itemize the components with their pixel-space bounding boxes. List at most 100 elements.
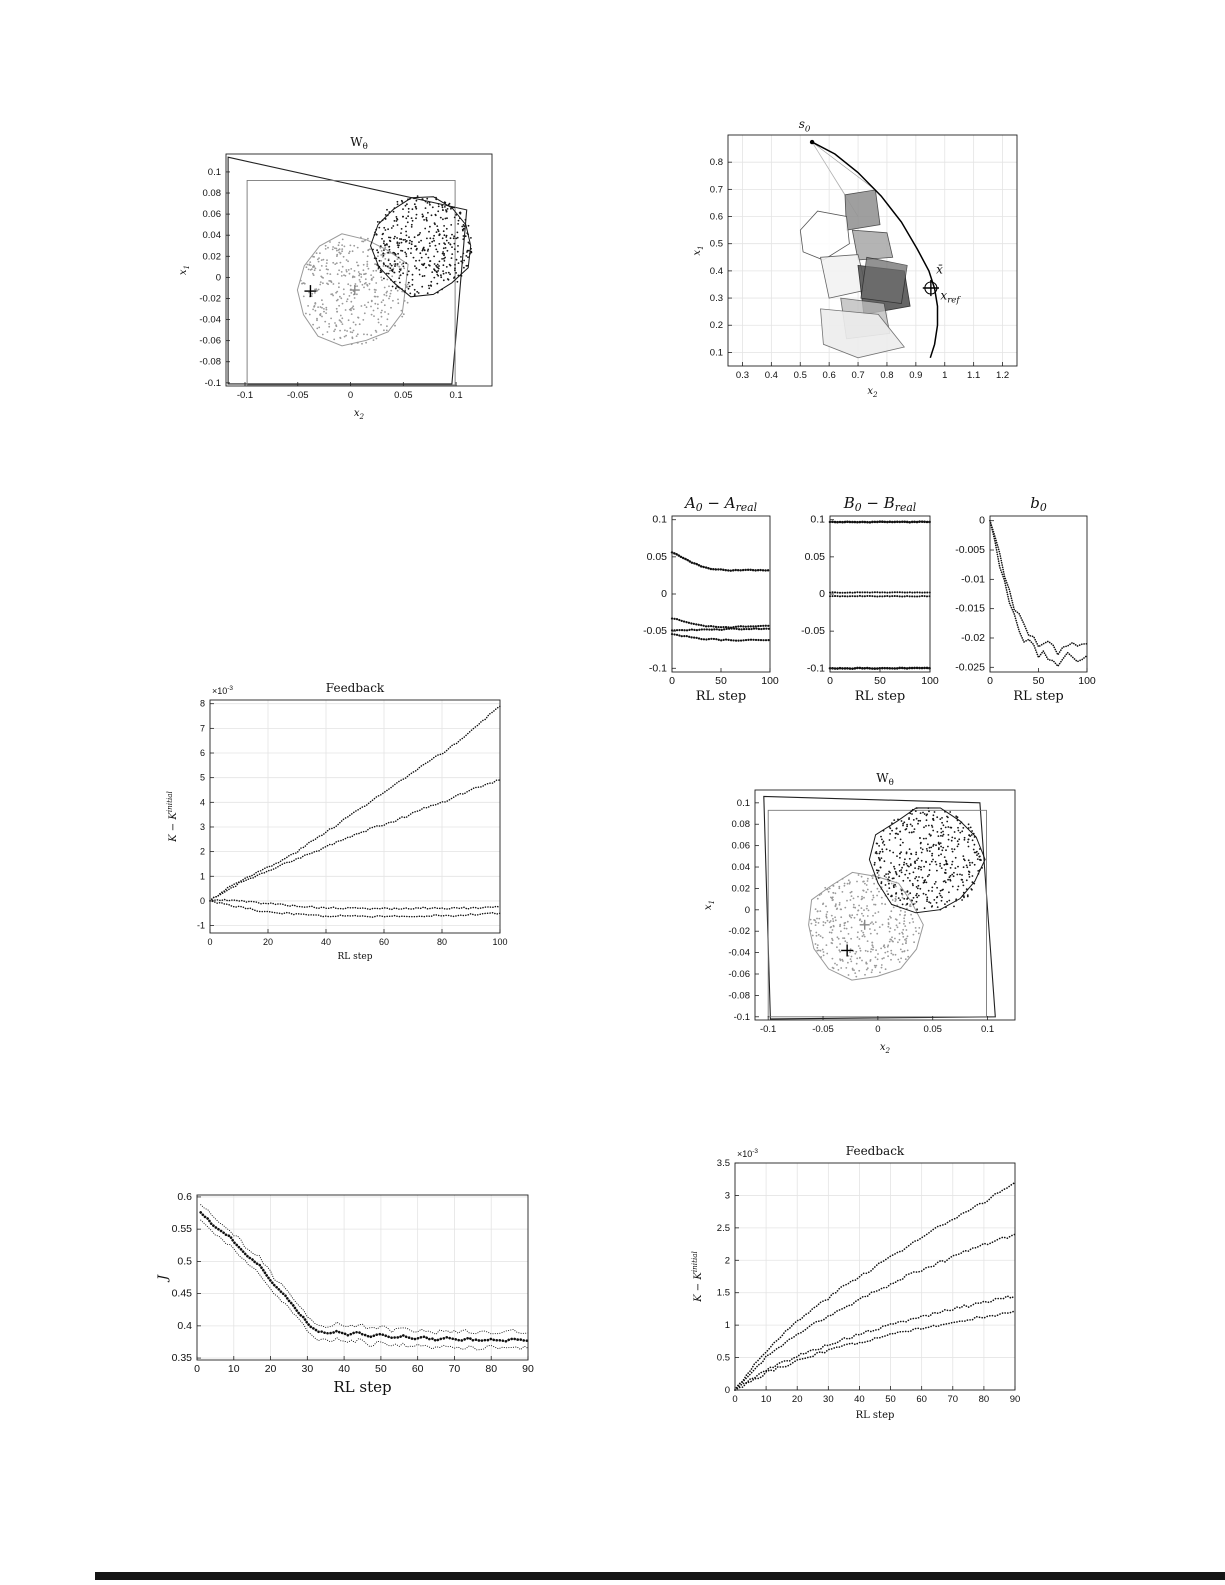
svg-text:-1: -1 — [197, 921, 205, 931]
svg-text:0: 0 — [875, 1024, 880, 1035]
svg-text:0: 0 — [987, 675, 993, 687]
svg-text:0.08: 0.08 — [732, 819, 751, 830]
svg-text:50: 50 — [1033, 675, 1045, 687]
svg-text:-0.1: -0.1 — [760, 1024, 776, 1035]
svg-text:×10-3: ×10-3 — [212, 685, 233, 696]
svg-text:100: 100 — [921, 675, 939, 687]
svg-text:-0.1: -0.1 — [734, 1012, 750, 1023]
svg-text:-0.1: -0.1 — [649, 662, 667, 674]
svg-text:0.8: 0.8 — [710, 157, 723, 168]
svg-text:-0.06: -0.06 — [728, 969, 750, 980]
svg-text:-0.04: -0.04 — [199, 315, 221, 326]
svg-text:0.6: 0.6 — [177, 1191, 192, 1203]
svg-text:0.55: 0.55 — [172, 1223, 193, 1235]
svg-text:7: 7 — [200, 723, 205, 733]
figure-phase-trajectory: 0.3 0.4 0.5 0.6 0.7 0.8 0.9 1 1.1 1.2 0.1 0.2 0.3 0.4… — [688, 100, 1043, 405]
svg-text:0: 0 — [732, 1394, 737, 1405]
svg-text:RL step: RL step — [855, 689, 905, 704]
svg-text:0.1: 0.1 — [981, 1024, 994, 1035]
svg-text:20: 20 — [263, 937, 273, 947]
svg-text:70: 70 — [947, 1394, 958, 1405]
svg-text:0.06: 0.06 — [732, 841, 751, 852]
svg-text:Wθ: Wθ — [350, 135, 368, 152]
svg-text:-0.1: -0.1 — [237, 390, 253, 401]
svg-text:RL step: RL step — [338, 952, 373, 962]
svg-text:50: 50 — [874, 675, 886, 687]
svg-text:1.1: 1.1 — [967, 370, 980, 381]
svg-text:-0.01: -0.01 — [961, 573, 985, 585]
svg-text:-0.005: -0.005 — [955, 544, 985, 556]
svg-text:-0.08: -0.08 — [199, 357, 221, 368]
svg-text:x1: x1 — [178, 265, 191, 275]
svg-text:0: 0 — [745, 905, 750, 916]
svg-text:0.4: 0.4 — [177, 1320, 192, 1332]
svg-text:40: 40 — [854, 1394, 865, 1405]
svg-text:0.06: 0.06 — [203, 209, 222, 220]
svg-text:0.4: 0.4 — [710, 266, 723, 277]
svg-text:B0 − Breal: B0 − Breal — [843, 494, 917, 514]
svg-text:40: 40 — [338, 1363, 350, 1375]
svg-text:1: 1 — [942, 370, 947, 381]
svg-text:5: 5 — [200, 773, 205, 783]
svg-text:0.5: 0.5 — [177, 1255, 192, 1267]
svg-text:2.5: 2.5 — [717, 1223, 730, 1234]
svg-text:0.45: 0.45 — [172, 1288, 193, 1300]
svg-text:0.5: 0.5 — [710, 239, 723, 250]
svg-text:0.02: 0.02 — [732, 883, 751, 894]
svg-text:80: 80 — [979, 1394, 990, 1405]
svg-text:20: 20 — [792, 1394, 803, 1405]
svg-text:x1: x1 — [692, 245, 705, 255]
svg-text:60: 60 — [379, 937, 389, 947]
svg-text:0.05: 0.05 — [394, 390, 413, 401]
svg-text:60: 60 — [412, 1363, 424, 1375]
svg-text:0.7: 0.7 — [851, 370, 864, 381]
figure-feedback-second: 0 10 20 30 40 50 60 70 80 90 0 0.5 1 1.5 2 2.5 3 3.5 Feedb… — [688, 1133, 1048, 1433]
svg-text:0.6: 0.6 — [823, 370, 836, 381]
svg-text:0.35: 0.35 — [172, 1352, 193, 1364]
svg-text:0.8: 0.8 — [880, 370, 893, 381]
svg-text:RL step: RL step — [856, 1410, 895, 1421]
svg-text:-0.05: -0.05 — [812, 1024, 834, 1035]
svg-text:-0.02: -0.02 — [728, 926, 750, 937]
svg-text:80: 80 — [485, 1363, 497, 1375]
svg-text:0.04: 0.04 — [203, 230, 222, 241]
svg-text:-0.05: -0.05 — [287, 390, 309, 401]
svg-text:0: 0 — [725, 1385, 730, 1396]
svg-text:50: 50 — [715, 675, 727, 687]
svg-text:50: 50 — [375, 1363, 387, 1375]
svg-text:3: 3 — [200, 822, 205, 832]
svg-text:-0.05: -0.05 — [801, 625, 825, 637]
svg-text:3.5: 3.5 — [717, 1158, 730, 1169]
svg-text:0.05: 0.05 — [647, 551, 668, 563]
svg-text:Wθ: Wθ — [876, 771, 894, 788]
svg-text:0.1: 0.1 — [810, 514, 825, 526]
svg-text:20: 20 — [265, 1363, 277, 1375]
svg-text:-0.02: -0.02 — [961, 632, 985, 644]
svg-text:A0 − Areal: A0 − Areal — [683, 494, 758, 514]
svg-text:0: 0 — [827, 675, 833, 687]
svg-text:0.04: 0.04 — [732, 862, 751, 873]
svg-text:J: J — [156, 1274, 171, 1283]
figure-cost-j: 0 10 20 30 40 50 60 70 80 90 0.35 0.4 0.45 0.5 0.55 0.6… — [150, 1172, 545, 1402]
svg-text:0.1: 0.1 — [208, 167, 221, 178]
svg-text:1: 1 — [200, 871, 205, 881]
svg-text:0: 0 — [661, 588, 667, 600]
svg-text:0.05: 0.05 — [805, 551, 826, 563]
svg-text:0.7: 0.7 — [710, 184, 723, 195]
svg-text:6: 6 — [200, 748, 205, 758]
svg-text:80: 80 — [437, 937, 447, 947]
svg-text:0.9: 0.9 — [909, 370, 922, 381]
figure-b0: 0 50 100 0 -0.005 -0.01 -0.015 -0.02 -0.025 b0 RL … — [945, 480, 1102, 705]
figure-feedback-first: 0 20 40 60 80 100 -1 0 1 2 3 4 5 6 7 8 Feedback RL step K … — [160, 672, 525, 972]
svg-text:-0.1: -0.1 — [205, 378, 221, 389]
svg-text:2: 2 — [200, 847, 205, 857]
svg-text:60: 60 — [916, 1394, 927, 1405]
svg-text:0.1: 0.1 — [710, 347, 723, 358]
svg-text:s0: s0 — [799, 117, 811, 134]
svg-text:90: 90 — [522, 1363, 534, 1375]
svg-text:50: 50 — [885, 1394, 896, 1405]
svg-text:-0.08: -0.08 — [728, 990, 750, 1001]
svg-text:100: 100 — [761, 675, 779, 687]
svg-text:10: 10 — [228, 1363, 240, 1375]
figure-b0-minus-breal: 0 50 100 -0.1 -0.05 0 0.05 0.1 B0 − Breal RL step — [790, 480, 945, 705]
